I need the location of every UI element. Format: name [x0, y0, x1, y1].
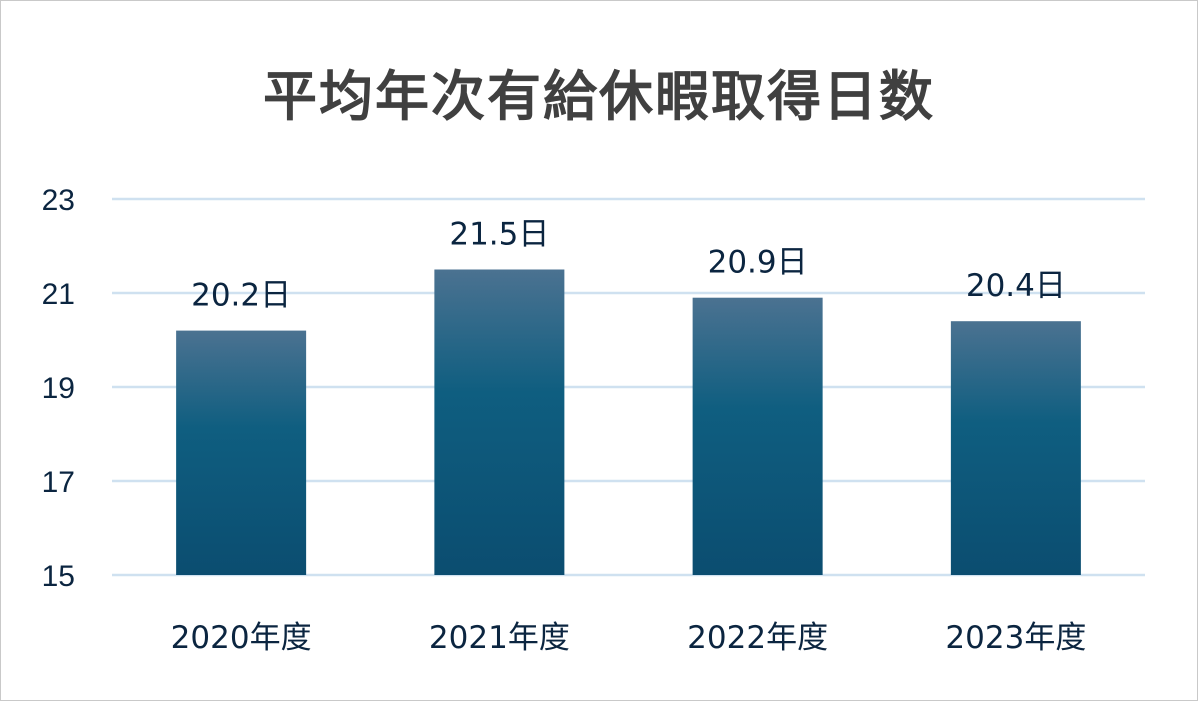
x-category-label: 2020年度: [171, 620, 312, 656]
y-tick-label: 23: [42, 184, 75, 217]
data-label: 21.5日: [449, 217, 549, 253]
x-axis-categories: 2020年度 2021年度 2022年度 2023年度: [171, 620, 1087, 656]
data-labels: 20.2日 21.5日 20.9日 20.4日: [191, 217, 1066, 314]
bar: [176, 330, 307, 575]
data-label: 20.9日: [708, 245, 808, 281]
bar: [950, 321, 1081, 575]
y-tick-label: 15: [42, 560, 75, 593]
x-category-label: 2021年度: [429, 620, 570, 656]
y-tick-label: 17: [42, 466, 75, 499]
data-label: 20.4日: [966, 268, 1066, 304]
x-category-label: 2022年度: [687, 620, 828, 656]
bar: [692, 297, 823, 575]
x-category-label: 2023年度: [945, 620, 1086, 656]
bars: [176, 269, 1081, 575]
bar: [434, 269, 565, 575]
y-axis-ticks: 15 17 19 21 23: [42, 184, 75, 593]
y-tick-label: 19: [42, 372, 75, 405]
y-tick-label: 21: [42, 278, 75, 311]
chart-title: 平均年次有給休暇取得日数: [263, 65, 935, 128]
data-label: 20.2日: [191, 278, 291, 314]
